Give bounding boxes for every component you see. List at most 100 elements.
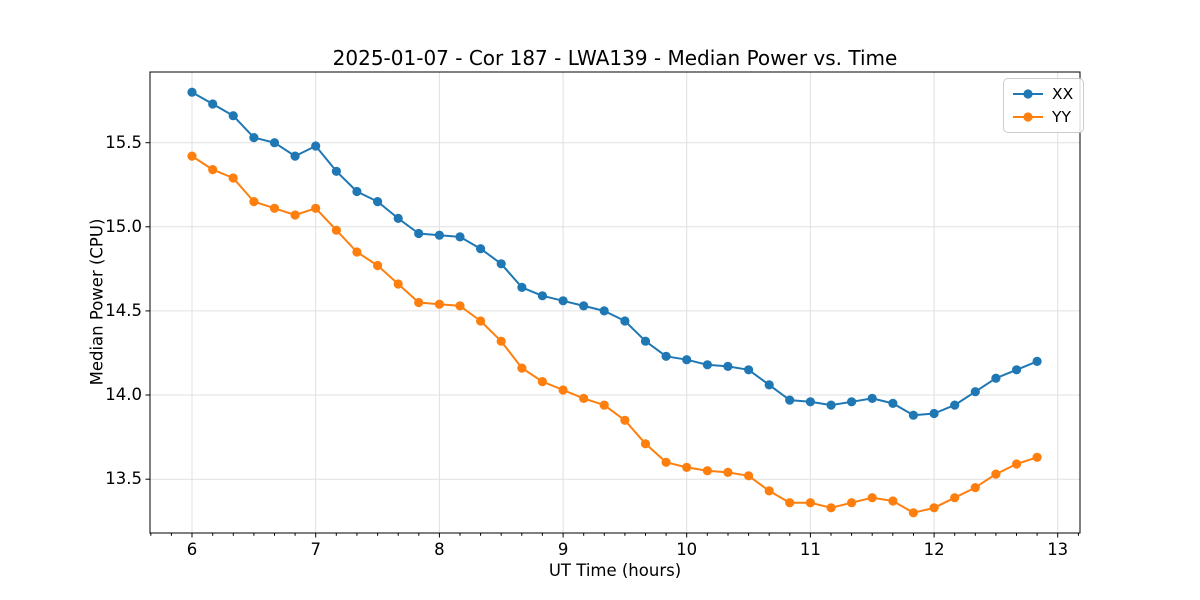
data-point-XX bbox=[620, 316, 630, 326]
data-point-XX bbox=[537, 291, 548, 301]
data-point-XX bbox=[661, 351, 671, 361]
data-point-XX bbox=[352, 186, 362, 197]
data-point-YY bbox=[393, 279, 403, 289]
data-point-XX bbox=[496, 259, 506, 269]
data-point-YY bbox=[826, 503, 836, 513]
data-point-YY bbox=[558, 385, 568, 395]
legend-label: YY bbox=[1052, 108, 1071, 126]
data-point-YY bbox=[311, 203, 321, 213]
data-point-YY bbox=[702, 466, 713, 476]
data-point-XX bbox=[393, 213, 403, 223]
y-tick-label: 14.0 bbox=[105, 385, 142, 404]
x-tick-label: 7 bbox=[310, 540, 321, 559]
data-point-YY bbox=[579, 393, 589, 403]
data-point-XX bbox=[805, 397, 816, 407]
data-point-XX bbox=[434, 230, 444, 240]
data-point-XX bbox=[867, 393, 877, 403]
legend-line-marker-icon bbox=[1013, 112, 1043, 122]
data-point-XX bbox=[599, 306, 609, 316]
data-point-YY bbox=[950, 493, 960, 503]
data-point-YY bbox=[599, 400, 609, 410]
legend-item-YY: YY bbox=[1012, 106, 1073, 128]
chart-title: 2025-01-07 - Cor 187 - LWA139 - Median P… bbox=[332, 46, 898, 70]
data-point-XX bbox=[269, 138, 280, 148]
data-point-XX bbox=[744, 365, 754, 375]
data-point-XX bbox=[908, 410, 919, 420]
data-point-YY bbox=[414, 297, 424, 308]
y-tick-label: 15.0 bbox=[105, 216, 142, 236]
data-point-YY bbox=[908, 508, 919, 518]
data-point-YY bbox=[1032, 452, 1042, 462]
data-point-YY bbox=[434, 299, 444, 309]
data-point-XX bbox=[1012, 365, 1022, 375]
data-point-YY bbox=[537, 377, 548, 387]
data-point-YY bbox=[785, 498, 795, 508]
series-line-XX bbox=[191, 91, 1038, 417]
data-point-YY bbox=[888, 496, 898, 506]
data-point-XX bbox=[311, 141, 321, 151]
data-point-YY bbox=[744, 471, 754, 481]
x-tick-label: 6 bbox=[186, 540, 198, 559]
y-tick-label: 13.5 bbox=[105, 469, 142, 489]
data-point-YY bbox=[723, 467, 733, 477]
data-point-YY bbox=[929, 503, 939, 513]
data-point-XX bbox=[187, 87, 197, 97]
legend-item-XX: XX bbox=[1012, 83, 1073, 105]
data-point-XX bbox=[640, 336, 651, 346]
y-tick-label: 14.5 bbox=[105, 300, 142, 320]
data-point-XX bbox=[950, 400, 960, 410]
x-tick-label: 12 bbox=[923, 540, 945, 559]
data-point-YY bbox=[991, 469, 1001, 479]
data-point-XX bbox=[888, 398, 898, 408]
data-point-XX bbox=[929, 408, 939, 419]
x-tick-label: 11 bbox=[799, 540, 821, 559]
data-point-YY bbox=[867, 493, 877, 503]
data-point-XX bbox=[991, 373, 1001, 383]
data-point-XX bbox=[249, 133, 259, 143]
data-point-YY bbox=[476, 316, 486, 326]
data-point-YY bbox=[290, 210, 300, 220]
data-point-XX bbox=[847, 397, 857, 407]
data-point-YY bbox=[269, 203, 280, 213]
data-point-YY bbox=[661, 457, 671, 467]
data-point-XX bbox=[455, 232, 465, 242]
data-point-XX bbox=[702, 360, 713, 370]
data-point-XX bbox=[373, 197, 383, 207]
data-point-YY bbox=[228, 173, 238, 183]
data-point-XX bbox=[558, 296, 568, 306]
x-tick-label: 8 bbox=[434, 540, 445, 559]
data-point-YY bbox=[496, 336, 506, 346]
data-point-YY bbox=[352, 247, 362, 257]
legend-line-marker-icon bbox=[1013, 89, 1043, 99]
legend-label: XX bbox=[1052, 85, 1074, 103]
data-point-YY bbox=[620, 415, 630, 425]
data-point-YY bbox=[373, 260, 383, 271]
data-point-YY bbox=[517, 363, 527, 373]
data-point-XX bbox=[517, 282, 527, 292]
data-point-YY bbox=[970, 483, 980, 493]
data-point-YY bbox=[249, 197, 259, 207]
data-point-XX bbox=[476, 244, 486, 254]
data-point-YY bbox=[764, 486, 774, 496]
data-point-YY bbox=[847, 498, 857, 508]
x-tick-label: 10 bbox=[676, 540, 698, 559]
data-point-XX bbox=[290, 151, 300, 161]
data-point-XX bbox=[826, 400, 836, 410]
data-point-YY bbox=[331, 225, 341, 235]
x-tick-label: 9 bbox=[557, 540, 569, 559]
data-point-XX bbox=[723, 361, 733, 371]
data-point-XX bbox=[764, 380, 774, 390]
y-tick-label: 15.5 bbox=[105, 132, 142, 152]
data-point-XX bbox=[228, 111, 238, 121]
data-point-XX bbox=[208, 99, 218, 109]
x-tick-label: 13 bbox=[1047, 540, 1069, 559]
axes-spines bbox=[149, 71, 1081, 534]
data-point-YY bbox=[1012, 459, 1022, 469]
data-point-XX bbox=[785, 395, 795, 405]
x-axis-label: UT Time (hours) bbox=[548, 561, 682, 580]
data-point-XX bbox=[414, 228, 424, 239]
legend: XX YY bbox=[1003, 78, 1085, 133]
data-point-XX bbox=[1032, 356, 1042, 366]
data-point-YY bbox=[208, 165, 218, 175]
